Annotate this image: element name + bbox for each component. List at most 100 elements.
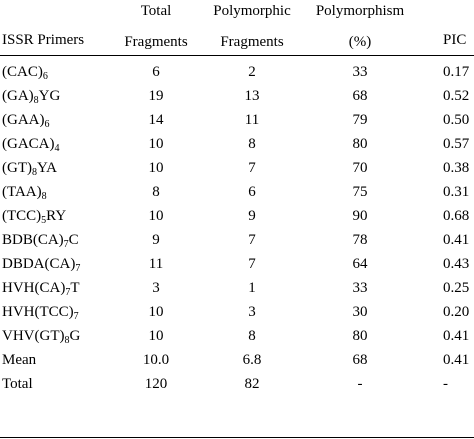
primer-text: (GT): [2, 160, 32, 176]
cell-primer: (GA)8YG: [2, 84, 60, 108]
table-row: Mean 10.0 6.8 68 0.41: [0, 348, 474, 372]
table-row: (GACA)4 10 8 80 0.57: [0, 132, 474, 156]
cell-total-fragments: 3: [152, 280, 160, 296]
cell-total-fragments: 10: [148, 304, 164, 320]
primer-text: YG: [38, 88, 61, 104]
cell-primer: Total: [2, 372, 33, 396]
cell-primer: (CAC)6: [2, 60, 48, 84]
cell-pic: 0.57: [443, 136, 470, 152]
primer-text: Mean: [2, 352, 37, 368]
cell-primer: HVH(TCC)7: [2, 300, 79, 324]
cell-polymorphism-pct: 68: [352, 88, 368, 104]
cell-total-fragments: 10: [148, 328, 164, 344]
header-pic: PIC: [443, 32, 467, 48]
cell-pic: 0.31: [443, 184, 470, 200]
cell-polymorphism-pct: 75: [352, 184, 368, 200]
header-total-line1: Total: [140, 3, 172, 19]
cell-polymorphic-fragments: 6.8: [242, 352, 262, 368]
cell-pic: 0.17: [443, 64, 470, 80]
primer-text: (GA): [2, 88, 34, 104]
primer-subscript: 8: [41, 191, 47, 202]
cell-polymorphism-pct: -: [357, 376, 363, 392]
cell-polymorphism-pct: 90: [352, 208, 368, 224]
table-row: HVH(CA)7T 3 1 33 0.25: [0, 276, 474, 300]
primer-text: HVH(CA): [2, 280, 66, 296]
cell-total-fragments: 10: [148, 136, 164, 152]
cell-total-fragments: 10: [148, 160, 164, 176]
cell-primer: HVH(CA)7T: [2, 276, 80, 300]
primer-text: Total: [2, 376, 33, 392]
primer-subscript: 8: [32, 167, 37, 178]
primer-text: BDB(CA): [2, 232, 64, 248]
cell-polymorphism-pct: 33: [352, 280, 368, 296]
cell-polymorphic-fragments: 7: [248, 256, 256, 272]
cell-total-fragments: 19: [148, 88, 164, 104]
header-rule: [0, 55, 474, 56]
primer-subscript: 4: [54, 143, 60, 154]
cell-pic: 0.68: [443, 208, 470, 224]
primer-subscript: 7: [65, 287, 71, 298]
cell-polymorphic-fragments: 9: [248, 208, 256, 224]
cell-polymorphic-fragments: 11: [244, 112, 260, 128]
primer-text: HVH(TCC): [2, 304, 74, 320]
header-poly-line1: Polymorphic: [213, 3, 291, 19]
cell-primer: (TAA)8: [2, 180, 47, 204]
primer-subscript: 5: [41, 215, 47, 226]
cell-polymorphic-fragments: 82: [244, 376, 260, 392]
cell-polymorphic-fragments: 13: [244, 88, 260, 104]
cell-primer: (TCC)5RY: [2, 204, 66, 228]
table-row: BDB(CA)7C 9 7 78 0.41: [0, 228, 474, 252]
primer-text: (GACA): [2, 136, 55, 152]
bottom-rule: [0, 437, 474, 438]
primer-text: VHV(GT): [2, 328, 65, 344]
cell-total-fragments: 120: [144, 376, 168, 392]
cell-polymorphic-fragments: 3: [248, 304, 256, 320]
cell-total-fragments: 10.0: [142, 352, 170, 368]
cell-primer: DBDA(CA)7: [2, 252, 80, 276]
cell-total-fragments: 10: [148, 208, 164, 224]
primer-subscript: 7: [75, 263, 81, 274]
cell-polymorphism-pct: 70: [352, 160, 368, 176]
cell-polymorphism-pct: 33: [352, 64, 368, 80]
cell-total-fragments: 11: [148, 256, 164, 272]
cell-pic: 0.41: [443, 328, 470, 344]
primer-text: DBDA(CA): [2, 256, 76, 272]
table-row: HVH(TCC)7 10 3 30 0.20: [0, 300, 474, 324]
table-row: (GAA)6 14 11 79 0.50: [0, 108, 474, 132]
cell-pic: 0.50: [443, 112, 470, 128]
cell-polymorphic-fragments: 8: [248, 136, 256, 152]
cell-polymorphic-fragments: 7: [248, 160, 256, 176]
cell-polymorphism-pct: 68: [352, 352, 368, 368]
header-primer: ISSR Primers: [2, 32, 85, 48]
cell-primer: BDB(CA)7C: [2, 228, 79, 252]
cell-primer: Mean: [2, 348, 36, 372]
table-row: DBDA(CA)7 11 7 64 0.43: [0, 252, 474, 276]
cell-polymorphism-pct: 80: [352, 328, 368, 344]
cell-pic: -: [443, 376, 448, 392]
header-total-line2: Fragments: [124, 34, 188, 50]
cell-polymorphic-fragments: 8: [248, 328, 256, 344]
table-row: (TAA)8 8 6 75 0.31: [0, 180, 474, 204]
cell-pic: 0.20: [443, 304, 470, 320]
primer-text: (TCC): [2, 208, 42, 224]
cell-pic: 0.52: [443, 88, 470, 104]
cell-pic: 0.41: [443, 352, 470, 368]
table-row: (GA)8YG 19 13 68 0.52: [0, 84, 474, 108]
cell-pic: 0.41: [443, 232, 470, 248]
cell-polymorphism-pct: 64: [352, 256, 368, 272]
cell-polymorphic-fragments: 2: [248, 64, 256, 80]
primer-subscript: 8: [64, 335, 70, 346]
primer-subscript: 8: [33, 95, 39, 106]
primer-text: T: [70, 280, 80, 296]
cell-pic: 0.43: [443, 256, 470, 272]
cell-pic: 0.25: [443, 280, 470, 296]
cell-polymorphism-pct: 79: [352, 112, 368, 128]
cell-total-fragments: 8: [152, 184, 160, 200]
cell-polymorphism-pct: 80: [352, 136, 368, 152]
cell-total-fragments: 9: [152, 232, 160, 248]
header-poly-line2: Fragments: [220, 34, 284, 50]
header-pct-line2: (%): [348, 34, 372, 50]
primer-text: C: [68, 232, 79, 248]
primer-subscript: 6: [42, 71, 48, 82]
